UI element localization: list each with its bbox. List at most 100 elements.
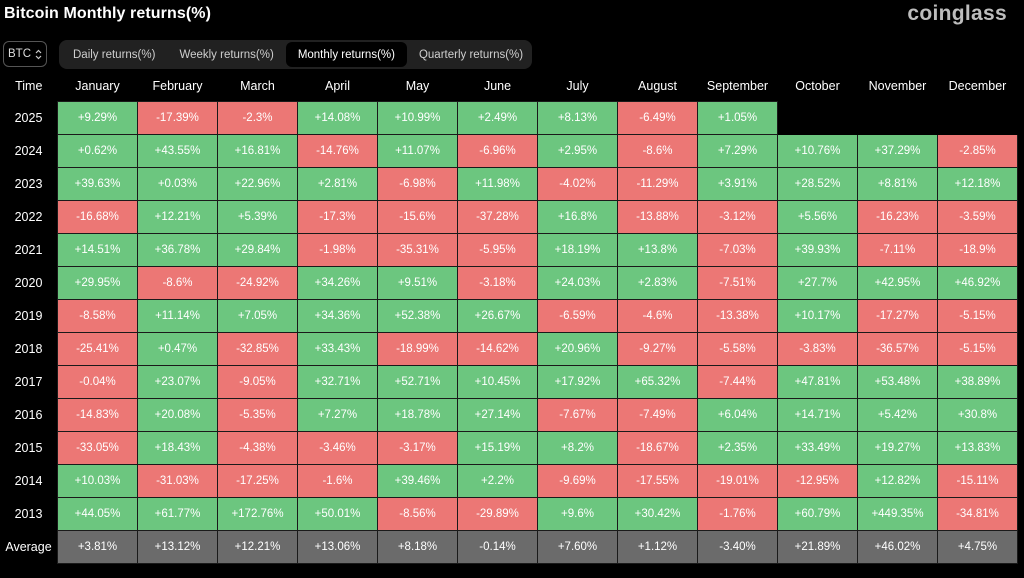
row-year: 2013 <box>14 507 43 521</box>
average-cell: +1.12% <box>617 530 698 564</box>
return-cell: -3.17% <box>377 431 458 465</box>
return-cell: +7.27% <box>297 398 378 432</box>
row-year: 2014 <box>14 474 43 488</box>
return-cell: -17.27% <box>857 299 938 333</box>
return-cell: +27.14% <box>457 398 538 432</box>
return-cell: -9.69% <box>537 464 618 498</box>
return-cell: +13.8% <box>617 233 698 267</box>
returns-table: Time January February March April May Ju… <box>0 71 1018 564</box>
return-cell: +2.81% <box>297 167 378 201</box>
return-cell: -8.6% <box>137 266 218 300</box>
return-cell: -8.58% <box>57 299 138 333</box>
column-header: July <box>566 79 589 93</box>
average-label: Average <box>5 540 52 554</box>
row-year: 2020 <box>14 276 43 290</box>
return-cell: +11.98% <box>457 167 538 201</box>
asset-select[interactable]: BTC <box>3 41 47 67</box>
average-row: Average +3.81% +13.12% +12.21% +13.06% +8.18%… <box>0 530 1018 564</box>
return-cell: +5.39% <box>217 200 298 234</box>
return-cell: -16.23% <box>857 200 938 234</box>
return-cell: +14.51% <box>57 233 138 267</box>
return-cell: -6.98% <box>377 167 458 201</box>
return-cell: -4.6% <box>617 299 698 333</box>
average-cell: +46.02% <box>857 530 938 564</box>
return-cell: +2.2% <box>457 464 538 498</box>
return-cell: +34.26% <box>297 266 378 300</box>
tab-monthly-returns[interactable]: Monthly returns(%) <box>285 42 407 67</box>
return-cell: -34.81% <box>937 497 1018 531</box>
return-cell: +172.76% <box>217 497 298 531</box>
column-header: April <box>324 79 350 93</box>
return-cell: -12.95% <box>777 464 858 498</box>
return-cell: -6.49% <box>617 101 698 135</box>
return-cell: +449.35% <box>857 497 938 531</box>
column-header: March <box>240 79 275 93</box>
average-cell: +13.12% <box>137 530 218 564</box>
average-cell: -3.40% <box>697 530 778 564</box>
tab-quarterly-returns[interactable]: Quarterly returns(%) <box>418 48 524 61</box>
return-cell: -32.85% <box>217 332 298 366</box>
return-cell: +14.08% <box>297 101 378 135</box>
return-cell: -15.6% <box>377 200 458 234</box>
return-cell: +0.03% <box>137 167 218 201</box>
return-cell: -15.11% <box>937 464 1018 498</box>
return-cell: +23.07% <box>137 365 218 399</box>
column-header: January <box>75 79 120 93</box>
return-cell: -5.15% <box>937 299 1018 333</box>
return-cell: -13.88% <box>617 200 698 234</box>
table-header-row: Time January February March April May Ju… <box>0 71 1018 102</box>
return-cell: +12.82% <box>857 464 938 498</box>
return-cell: -31.03% <box>137 464 218 498</box>
average-cell: +12.21% <box>217 530 298 564</box>
table-row: 2021 +14.51% +36.78% +29.84% -1.98% -35.31% -5… <box>0 233 1018 267</box>
return-cell: -36.57% <box>857 332 938 366</box>
return-cell: -1.76% <box>697 497 778 531</box>
empty-cell <box>857 101 938 135</box>
return-cell: -3.59% <box>937 200 1018 234</box>
row-year: 2019 <box>14 309 43 323</box>
return-cell: +18.78% <box>377 398 458 432</box>
return-cell: +8.2% <box>537 431 618 465</box>
return-cell: +60.79% <box>777 497 858 531</box>
return-cell: +65.32% <box>617 365 698 399</box>
return-cell: +10.76% <box>777 134 858 168</box>
table-body: 2025 +9.29% -17.39% -2.3% +14.08% +10.99% +2.4… <box>0 101 1018 564</box>
column-header: November <box>868 79 927 93</box>
return-cell: -5.58% <box>697 332 778 366</box>
return-cell: -1.98% <box>297 233 378 267</box>
return-cell: +8.13% <box>537 101 618 135</box>
return-cell: -7.67% <box>537 398 618 432</box>
return-cell: -14.83% <box>57 398 138 432</box>
return-cell: -14.76% <box>297 134 378 168</box>
tab-weekly-returns[interactable]: Weekly returns(%) <box>179 48 274 61</box>
return-cell: -6.96% <box>457 134 538 168</box>
page-title: Bitcoin Monthly returns(%) <box>4 5 212 22</box>
return-cell: -16.68% <box>57 200 138 234</box>
return-cell: +9.29% <box>57 101 138 135</box>
asset-select-value: BTC <box>8 48 31 60</box>
return-cell: +39.63% <box>57 167 138 201</box>
return-cell: +13.83% <box>937 431 1018 465</box>
return-cell: -18.67% <box>617 431 698 465</box>
return-cell: -25.41% <box>57 332 138 366</box>
row-year: 2017 <box>14 375 43 389</box>
return-cell: -8.56% <box>377 497 458 531</box>
return-cell: -5.15% <box>937 332 1018 366</box>
tab-daily-returns[interactable]: Daily returns(%) <box>73 48 156 61</box>
table-row: 2019 -8.58% +11.14% +7.05% +34.36% +52.38% +26… <box>0 299 1018 333</box>
return-cell: +10.99% <box>377 101 458 135</box>
return-cell: +18.19% <box>537 233 618 267</box>
row-year: 2015 <box>14 441 43 455</box>
return-cell: +52.38% <box>377 299 458 333</box>
return-cell: +30.42% <box>617 497 698 531</box>
return-cell: +20.08% <box>137 398 218 432</box>
return-cell: -5.35% <box>217 398 298 432</box>
column-header: September <box>706 79 769 93</box>
return-cell: +53.48% <box>857 365 938 399</box>
return-cell: -8.6% <box>617 134 698 168</box>
return-cell: +39.93% <box>777 233 858 267</box>
return-cell: +42.95% <box>857 266 938 300</box>
return-cell: +2.83% <box>617 266 698 300</box>
return-cell: +10.45% <box>457 365 538 399</box>
return-cell: +16.81% <box>217 134 298 168</box>
